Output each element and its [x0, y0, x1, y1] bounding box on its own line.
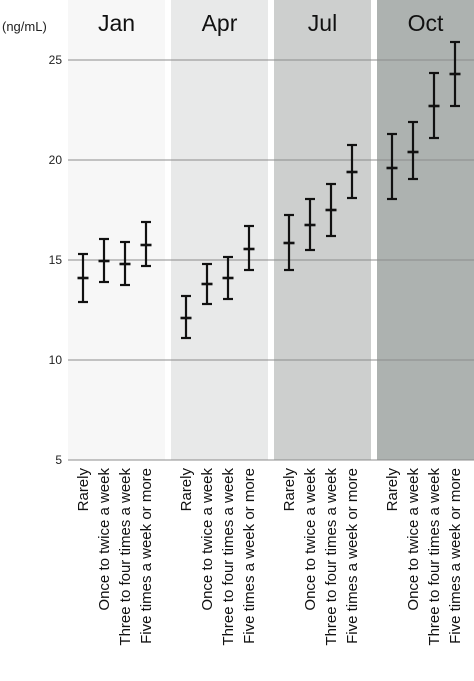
- y-tick-label: 5: [55, 453, 62, 467]
- category-label: Five times a week or more: [447, 468, 464, 644]
- panel-background-oct: [377, 0, 474, 460]
- y-tick-label: 20: [49, 153, 63, 167]
- error-bar-apr-1: [180, 294, 192, 340]
- y-tick-label: 25: [49, 53, 63, 67]
- gridlines: [68, 59, 474, 461]
- error-bar-jul-2: [304, 197, 316, 252]
- y-tick-label: 15: [49, 253, 63, 267]
- panel-title-jan: Jan: [98, 10, 135, 36]
- error-bars: [77, 40, 461, 340]
- y-axis-label: (ng/mL): [2, 19, 47, 34]
- panel-title-oct: Oct: [408, 10, 444, 36]
- panel-background-jul: [274, 0, 371, 460]
- category-label: Rarely: [384, 468, 401, 512]
- category-label: Once to twice a week: [302, 468, 319, 611]
- error-bar-jan-1: [77, 252, 89, 304]
- error-bar-oct-4: [449, 40, 461, 108]
- error-bar-jan-2: [98, 237, 110, 284]
- category-label: Three to four times a week: [426, 468, 443, 646]
- error-bar-jul-3: [325, 182, 337, 238]
- category-label: Once to twice a week: [199, 468, 216, 611]
- error-bar-jan-3: [119, 240, 131, 287]
- panel-background-jan: [68, 0, 165, 460]
- category-label: Rarely: [75, 468, 92, 512]
- category-label: Three to four times a week: [117, 468, 134, 646]
- error-bar-oct-3: [428, 71, 440, 140]
- y-tick-label: 10: [49, 353, 63, 367]
- panel-title-apr: Apr: [202, 10, 238, 36]
- panel-title-jul: Jul: [308, 10, 337, 36]
- panel-backgrounds: [68, 0, 474, 460]
- error-bar-apr-2: [201, 262, 213, 306]
- category-label: Three to four times a week: [323, 468, 340, 646]
- category-label: Three to four times a week: [220, 468, 237, 646]
- category-label: Five times a week or more: [344, 468, 361, 644]
- error-bar-oct-2: [407, 120, 419, 181]
- category-label: Once to twice a week: [405, 468, 422, 611]
- error-bar-jul-4: [346, 143, 358, 200]
- category-label: Five times a week or more: [138, 468, 155, 644]
- error-bar-apr-4: [243, 224, 255, 272]
- category-label: Once to twice a week: [96, 468, 113, 611]
- category-label: Rarely: [281, 468, 298, 512]
- error-bar-jan-4: [140, 220, 152, 268]
- error-bar-jul-1: [283, 213, 295, 272]
- panel-background-apr: [171, 0, 268, 460]
- category-label: Rarely: [178, 468, 195, 512]
- error-bar-oct-1: [386, 132, 398, 201]
- error-bar-apr-3: [222, 255, 234, 301]
- category-label: Five times a week or more: [241, 468, 258, 644]
